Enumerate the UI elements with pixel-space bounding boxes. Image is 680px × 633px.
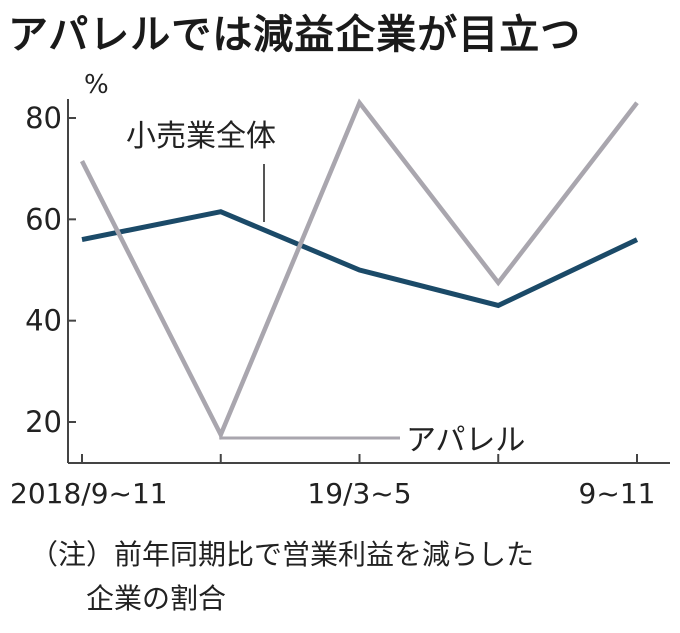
y-tick-label: 20	[25, 405, 62, 439]
x-tick-label: 19/3~5	[307, 477, 411, 510]
chart-title: アパレルでは減益企業が目立つ	[8, 12, 582, 58]
y-axis-unit: %	[84, 70, 109, 100]
chart-ticks: 20 40 60 80 2018/9~11 19/3~5 9~11	[10, 101, 655, 510]
footnote-line-2: 企業の割合	[86, 582, 227, 615]
chart-series	[79, 98, 639, 441]
x-tick-label: 9~11	[579, 477, 656, 510]
y-tick-label: 40	[25, 304, 62, 338]
chart-axes	[67, 99, 670, 464]
footnote-line-1: （注）前年同期比で営業利益を減らした	[30, 538, 535, 571]
y-tick-label: 60	[25, 202, 62, 236]
y-tick-label: 80	[25, 101, 62, 135]
series-line-retail-total	[81, 209, 639, 309]
footnote: （注）前年同期比で営業利益を減らした 企業の割合	[30, 533, 534, 621]
series-label-retail-total: 小売業全体	[126, 119, 276, 154]
x-tick-label: 2018/9~11	[10, 477, 168, 510]
series-label-apparel: アパレル	[406, 423, 525, 458]
apparel-leader-line	[219, 435, 400, 440]
